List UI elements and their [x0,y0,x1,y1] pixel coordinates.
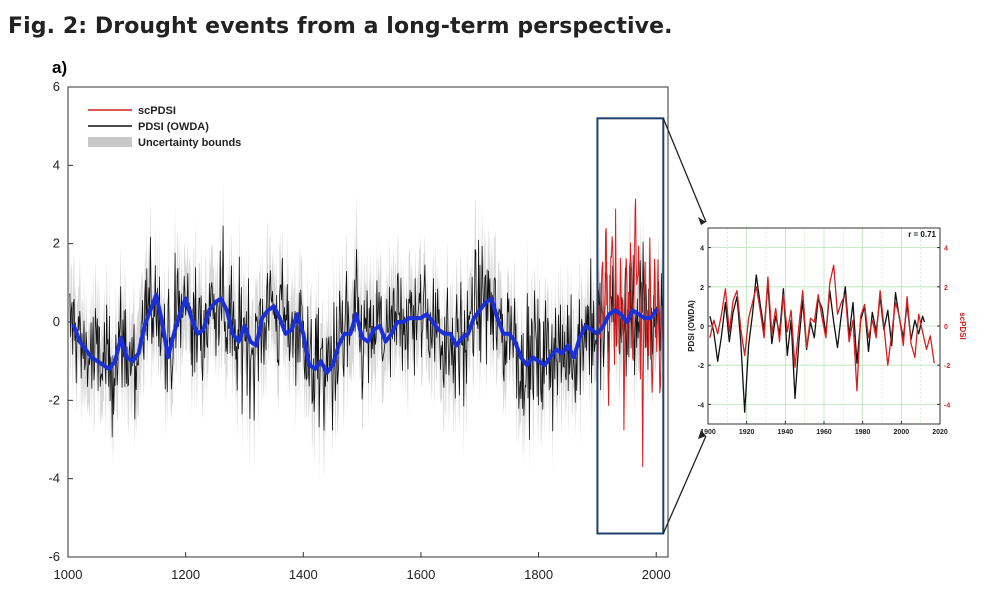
connector-arrow-top [662,118,707,223]
legend-label: scPDSI [138,105,176,117]
y-tick-label: -4 [48,471,60,486]
inset-x-tick-label: 1920 [739,429,755,436]
pdsi-annual-line [69,225,664,440]
inset-y-tick-label-left: 4 [700,246,704,253]
y-tick-label: -6 [48,549,60,564]
x-tick-label: 1600 [406,567,435,582]
inset-y-tick-label-right: 0 [944,324,948,331]
y-tick-label: -2 [48,392,60,407]
y-tick-label: 6 [53,79,60,94]
y-tick-label: 0 [53,314,60,329]
inset-x-tick-label: 2000 [894,429,910,436]
inset-x-tick-label: 1900 [700,429,716,436]
inset-y-tick-label-right: -2 [944,363,950,370]
inset-correlation-label: r = 0.71 [908,230,936,239]
inset-x-tick-label: 1960 [816,429,832,436]
x-tick-label: 1000 [54,567,83,582]
legend-label: Uncertainty bounds [138,137,241,149]
y-tick-label: 4 [53,157,60,172]
inset-y-tick-label-right: 4 [944,246,948,253]
inset-scpdsi-line [709,264,935,392]
inset-x-tick-label: 2020 [932,429,948,436]
inset-x-tick-label: 1940 [778,429,794,436]
inset-y-axis-label-left: PDSI (OWDA) [687,300,696,352]
inset-y-tick-label-left: -4 [698,402,704,409]
legend-label: PDSI (OWDA) [138,121,209,133]
x-axis-label: Time [years] [335,593,401,595]
figure-title: Fig. 2: Drought events from a long-term … [8,14,673,39]
inset-y-axis-label-right: scPDSI [958,312,967,340]
inset-y-tick-label-left: -2 [698,363,704,370]
y-tick-label: 2 [53,236,60,251]
connector-arrow-bottom [662,435,707,534]
inset-x-tick-label: 1980 [855,429,871,436]
inset-y-tick-label-left: 0 [700,324,704,331]
x-tick-label: 1200 [171,567,200,582]
legend-swatch-uncertainty [88,137,132,147]
x-tick-label: 2000 [642,567,671,582]
inset-y-tick-label-left: 2 [700,285,704,292]
scpdsi-line [597,198,664,468]
zoom-box [596,117,665,535]
inset-y-tick-label-right: -4 [944,402,950,409]
connector-arrowhead-bottom [698,430,706,439]
inset-y-tick-label-right: 2 [944,285,948,292]
x-tick-label: 1800 [524,567,553,582]
x-tick-label: 1400 [289,567,318,582]
connector-arrowhead-top [698,217,706,225]
panel-label: a) [52,58,68,77]
smoothed-pdsi-line [71,292,659,375]
